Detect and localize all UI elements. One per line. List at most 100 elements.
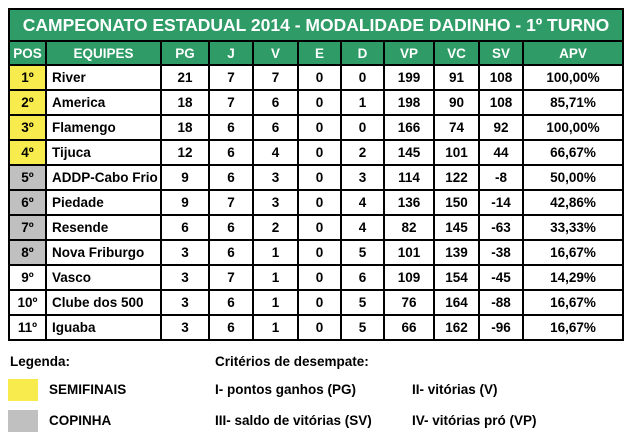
stat-cell-sv: -96 bbox=[478, 314, 524, 341]
stat-cell-sv: 108 bbox=[478, 89, 524, 116]
stat-cell-apv: 100,00% bbox=[521, 114, 625, 141]
table-row: 7º Resende 6 6 2 0 4 82 145 -63 33,33% bbox=[8, 214, 625, 241]
criteria-item-2: II- vitórias (V) bbox=[412, 382, 498, 397]
stat-cell-vp: 101 bbox=[383, 239, 435, 266]
stat-cell-v: 7 bbox=[252, 64, 299, 91]
table-row: 10º Clube dos 500 3 6 1 0 5 76 164 -88 16,67% bbox=[8, 289, 625, 316]
criteria-heading: Critérios de desempate: bbox=[215, 353, 369, 369]
stat-cell-e: 0 bbox=[297, 314, 342, 341]
position-cell: 6º bbox=[8, 189, 47, 216]
stat-cell-apv: 14,29% bbox=[521, 264, 625, 291]
table-row: 8º Nova Friburgo 3 6 1 0 5 101 139 -38 16,67% bbox=[8, 239, 625, 266]
stat-cell-j: 6 bbox=[208, 239, 254, 266]
stat-cell-vc: 164 bbox=[433, 289, 480, 316]
stat-cell-vp: 109 bbox=[383, 264, 435, 291]
column-header-apv: APV bbox=[521, 40, 625, 66]
stat-cell-e: 0 bbox=[297, 164, 342, 191]
stat-cell-d: 4 bbox=[340, 214, 385, 241]
team-name-cell: ADDP-Cabo Frio bbox=[45, 164, 162, 191]
table-row: 6º Piedade 9 7 3 0 4 136 150 -14 42,86% bbox=[8, 189, 625, 216]
stat-cell-vp: 136 bbox=[383, 189, 435, 216]
stat-cell-pg: 3 bbox=[160, 314, 210, 341]
column-header-row: POS EQUIPES PG J V E D VP VC SV APV bbox=[8, 40, 625, 66]
stat-cell-v: 6 bbox=[252, 89, 299, 116]
stat-cell-pg: 12 bbox=[160, 139, 210, 166]
stat-cell-sv: 108 bbox=[478, 64, 524, 91]
team-name-cell: River bbox=[45, 64, 162, 91]
stat-cell-sv: -88 bbox=[478, 289, 524, 316]
stat-cell-vp: 198 bbox=[383, 89, 435, 116]
team-name-cell: Vasco bbox=[45, 264, 162, 291]
stat-cell-vc: 154 bbox=[433, 264, 480, 291]
stat-cell-v: 1 bbox=[252, 314, 299, 341]
column-header-pos: POS bbox=[8, 40, 47, 66]
stat-cell-e: 0 bbox=[297, 114, 342, 141]
stat-cell-apv: 85,71% bbox=[521, 89, 625, 116]
stat-cell-vc: 162 bbox=[433, 314, 480, 341]
criteria-item-3: III- saldo de vitórias (SV) bbox=[215, 413, 372, 428]
stat-cell-vp: 166 bbox=[383, 114, 435, 141]
stat-cell-d: 0 bbox=[340, 114, 385, 141]
stat-cell-d: 1 bbox=[340, 89, 385, 116]
position-cell: 11º bbox=[8, 314, 47, 341]
stat-cell-j: 7 bbox=[208, 264, 254, 291]
team-name-cell: Tijuca bbox=[45, 139, 162, 166]
team-name-cell: America bbox=[45, 89, 162, 116]
stat-cell-v: 6 bbox=[252, 114, 299, 141]
table-row: 2º America 18 7 6 0 1 198 90 108 85,71% bbox=[8, 89, 625, 116]
table-row: 9º Vasco 3 7 1 0 6 109 154 -45 14,29% bbox=[8, 264, 625, 291]
stat-cell-d: 5 bbox=[340, 289, 385, 316]
criteria-item-1: I- pontos ganhos (PG) bbox=[215, 382, 356, 397]
stat-cell-e: 0 bbox=[297, 139, 342, 166]
legend-item-label: SEMIFINAIS bbox=[49, 382, 127, 397]
table-row: 3º Flamengo 18 6 6 0 0 166 74 92 100,00% bbox=[8, 114, 625, 141]
position-cell: 8º bbox=[8, 239, 47, 266]
title-row: CAMPEONATO ESTADUAL 2014 - MODALIDADE DA… bbox=[7, 8, 625, 42]
stat-cell-v: 4 bbox=[252, 139, 299, 166]
team-name-cell: Nova Friburgo bbox=[45, 239, 162, 266]
stat-cell-pg: 6 bbox=[160, 214, 210, 241]
stat-cell-d: 4 bbox=[340, 189, 385, 216]
stat-cell-e: 0 bbox=[297, 264, 342, 291]
legend-item-copinha: COPINHA bbox=[8, 409, 215, 432]
stat-cell-d: 0 bbox=[340, 64, 385, 91]
stat-cell-pg: 3 bbox=[160, 264, 210, 291]
position-cell: 7º bbox=[8, 214, 47, 241]
stat-cell-vp: 76 bbox=[383, 289, 435, 316]
stat-cell-apv: 50,00% bbox=[521, 164, 625, 191]
column-header-pg: PG bbox=[160, 40, 210, 66]
copinha-color-swatch bbox=[8, 409, 38, 432]
stat-cell-vc: 90 bbox=[433, 89, 480, 116]
stat-cell-j: 7 bbox=[208, 64, 254, 91]
stat-cell-sv: 92 bbox=[478, 114, 524, 141]
stat-cell-vp: 66 bbox=[383, 314, 435, 341]
stat-cell-pg: 9 bbox=[160, 189, 210, 216]
stat-cell-pg: 3 bbox=[160, 289, 210, 316]
stat-cell-e: 0 bbox=[297, 239, 342, 266]
stat-cell-pg: 9 bbox=[160, 164, 210, 191]
stat-cell-vc: 74 bbox=[433, 114, 480, 141]
table-row: 1º River 21 7 7 0 0 199 91 108 100,00% bbox=[8, 64, 625, 91]
column-header-v: V bbox=[252, 40, 299, 66]
team-name-cell: Iguaba bbox=[45, 314, 162, 341]
stat-cell-vc: 122 bbox=[433, 164, 480, 191]
position-cell: 4º bbox=[8, 139, 47, 166]
legend-section: Legenda: Critérios de desempate: SEMIFIN… bbox=[8, 348, 537, 436]
stat-cell-j: 6 bbox=[208, 314, 254, 341]
stat-cell-vp: 145 bbox=[383, 139, 435, 166]
stat-cell-v: 3 bbox=[252, 164, 299, 191]
position-cell: 3º bbox=[8, 114, 47, 141]
stat-cell-pg: 18 bbox=[160, 114, 210, 141]
stat-cell-e: 0 bbox=[297, 214, 342, 241]
stat-cell-vc: 150 bbox=[433, 189, 480, 216]
stat-cell-e: 0 bbox=[297, 289, 342, 316]
table-row: 4º Tijuca 12 6 4 0 2 145 101 44 66,67% bbox=[8, 139, 625, 166]
team-name-cell: Clube dos 500 bbox=[45, 289, 162, 316]
legend-heading: Legenda: bbox=[10, 353, 71, 369]
position-cell: 2º bbox=[8, 89, 47, 116]
stat-cell-pg: 21 bbox=[160, 64, 210, 91]
table-row: 11º Iguaba 3 6 1 0 5 66 162 -96 16,67% bbox=[8, 314, 625, 341]
semifinais-color-swatch bbox=[8, 378, 38, 401]
page-title: CAMPEONATO ESTADUAL 2014 - MODALIDADE DA… bbox=[7, 8, 625, 42]
position-cell: 1º bbox=[8, 64, 47, 91]
